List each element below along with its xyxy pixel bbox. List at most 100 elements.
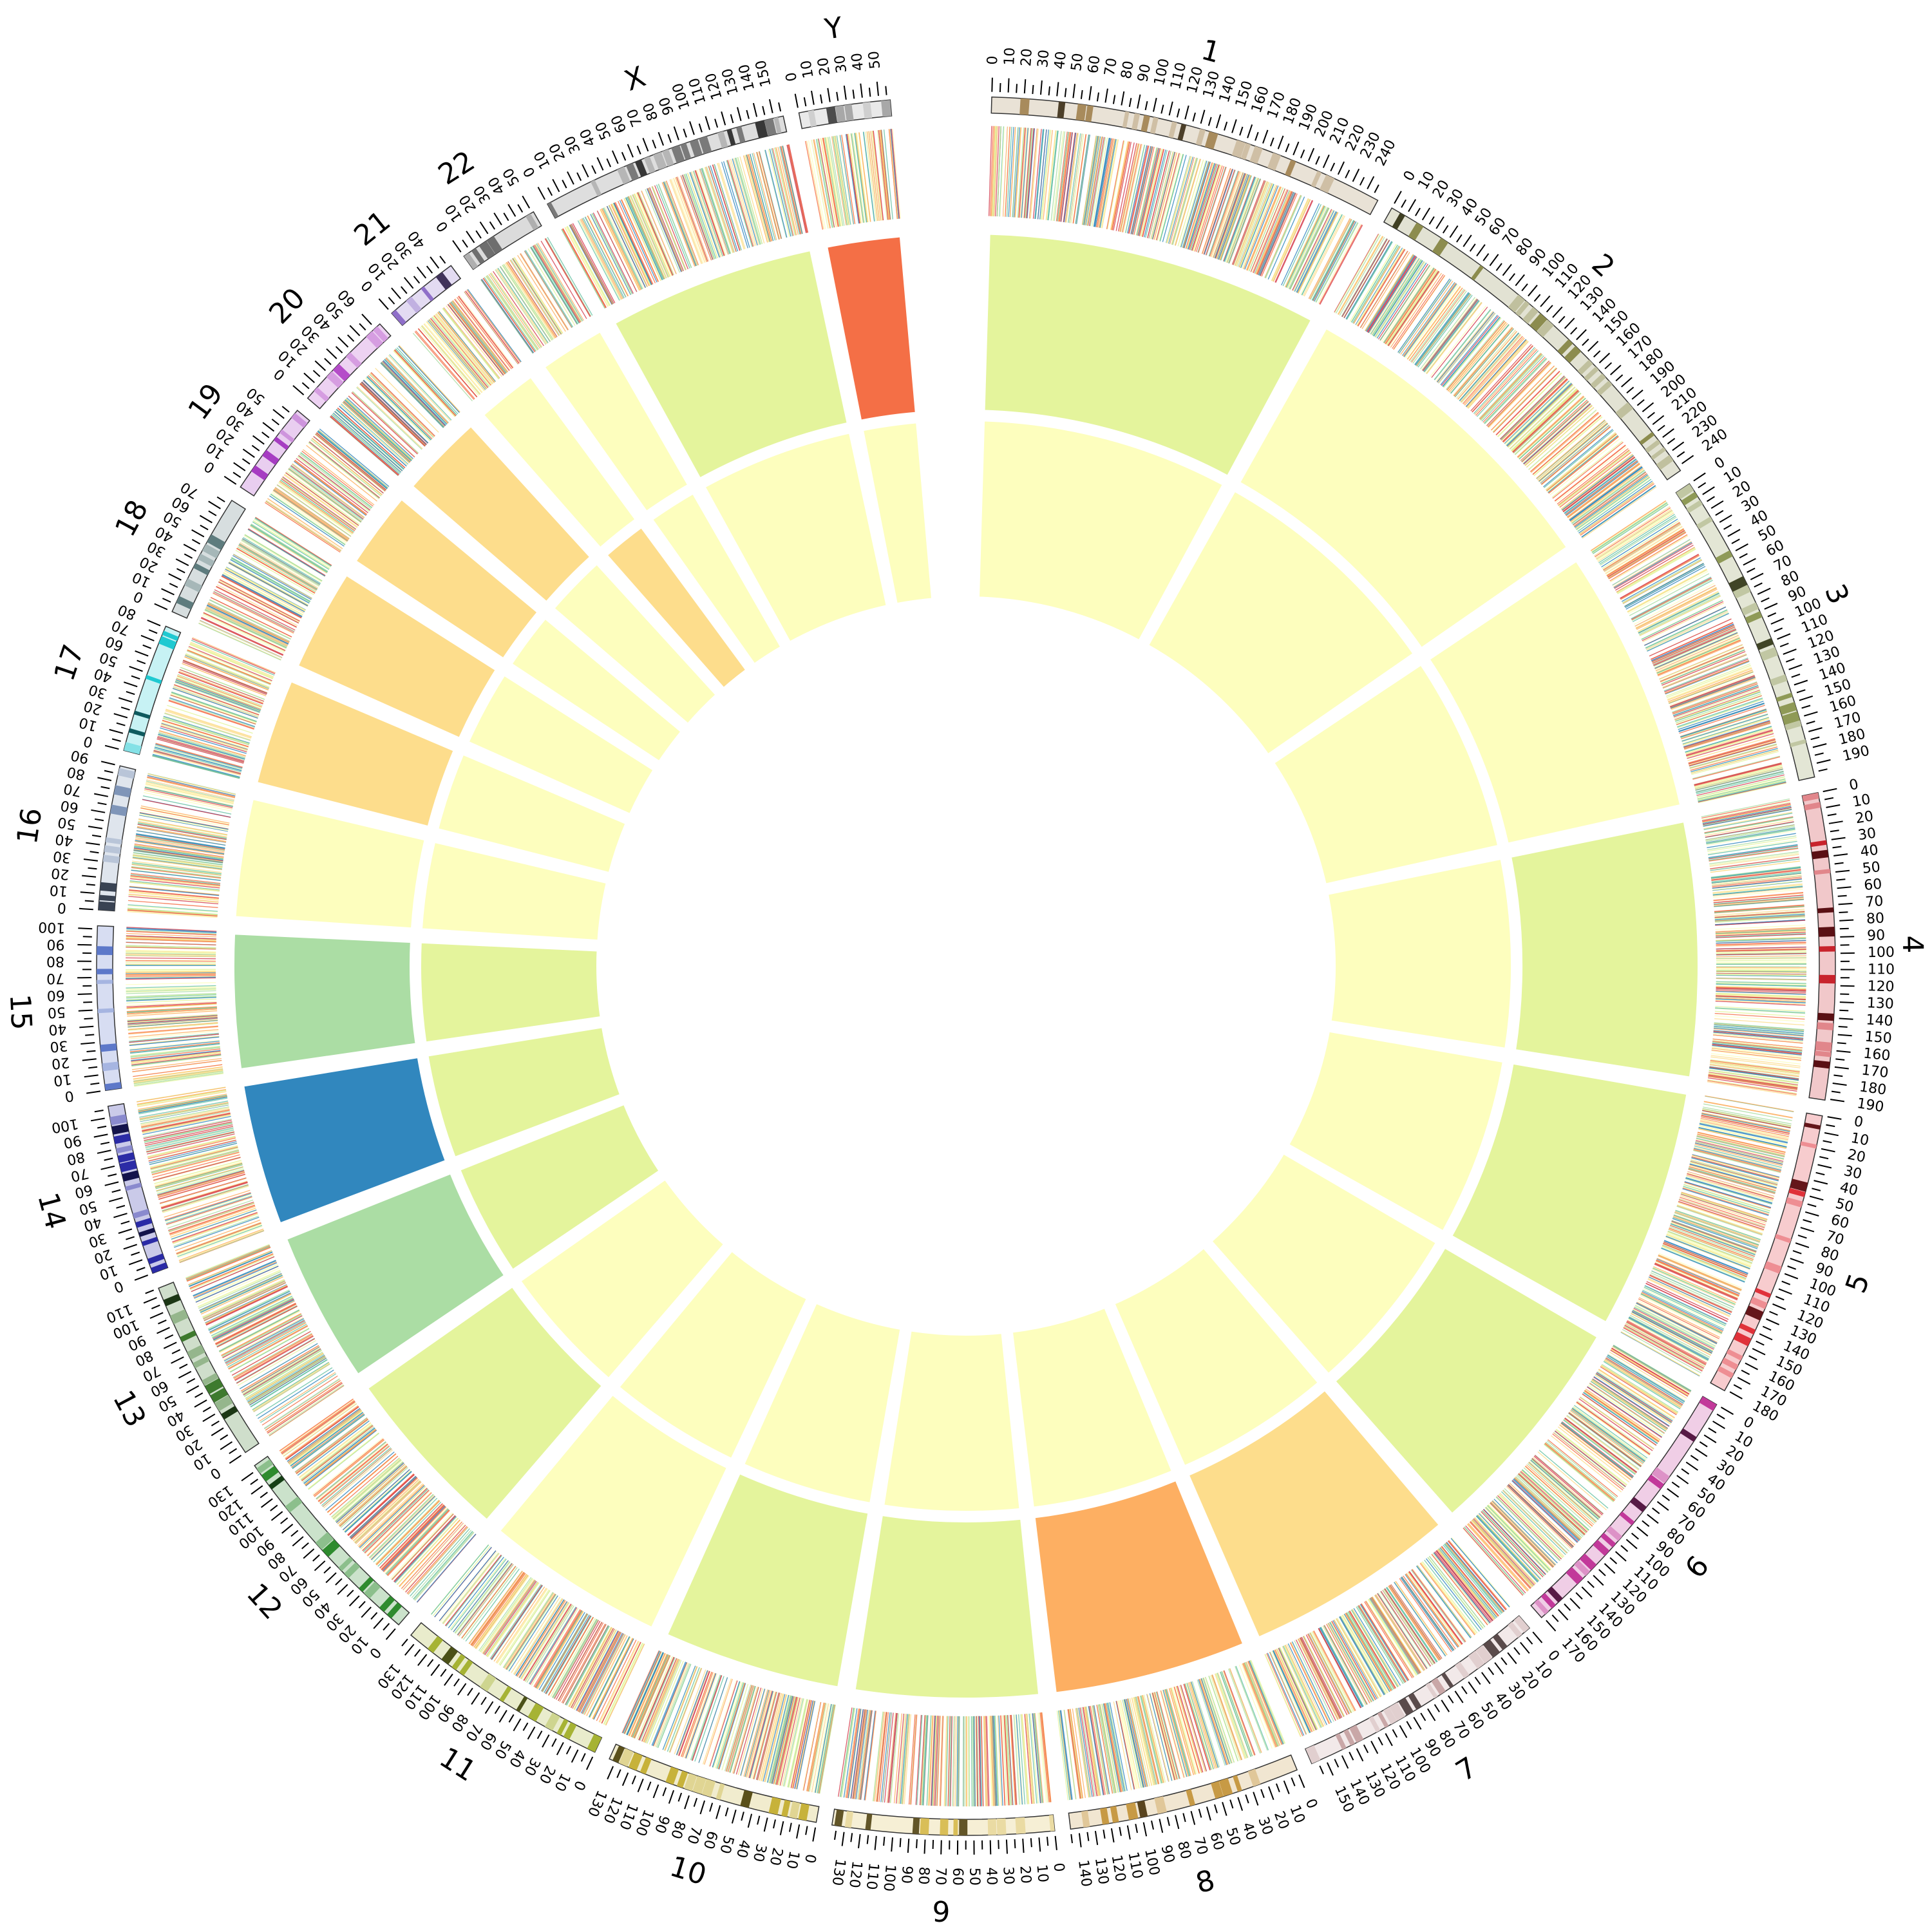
stripe-line bbox=[1690, 749, 1779, 773]
stripe-line bbox=[1509, 386, 1575, 450]
stripe-line bbox=[1323, 1625, 1367, 1705]
stripe-line bbox=[1138, 147, 1160, 236]
stripe-line bbox=[1687, 1171, 1775, 1197]
stripe-line bbox=[1653, 1267, 1736, 1305]
stripe-line bbox=[1388, 1585, 1441, 1661]
stripe-line bbox=[1699, 1122, 1788, 1143]
stripe-line bbox=[1490, 1502, 1554, 1567]
stripe-line bbox=[1448, 1540, 1508, 1610]
stripe-line bbox=[1285, 205, 1324, 287]
stripe-line bbox=[1563, 457, 1636, 513]
stripe-line bbox=[1676, 1206, 1763, 1236]
stripe-line bbox=[1427, 1557, 1484, 1629]
stripe-line bbox=[1495, 371, 1560, 436]
stripe-line bbox=[1697, 778, 1786, 800]
stripe-line bbox=[1151, 151, 1175, 240]
stripe-line bbox=[1519, 397, 1586, 460]
stripe-line bbox=[1716, 992, 1806, 997]
stripe-line bbox=[1628, 1317, 1709, 1361]
stripe-line bbox=[1281, 203, 1320, 286]
stripe-line bbox=[1090, 137, 1106, 227]
stripe-line bbox=[1449, 323, 1508, 393]
stripe-track bbox=[125, 126, 1807, 1807]
stripe-line bbox=[1482, 356, 1546, 423]
stripe-line bbox=[1644, 1285, 1727, 1325]
stripe-line bbox=[1182, 161, 1210, 249]
stripe-line bbox=[1708, 845, 1798, 859]
stripe-line bbox=[1070, 133, 1084, 223]
stripe-line bbox=[1583, 1392, 1658, 1444]
stripe-line bbox=[1701, 1114, 1790, 1133]
stripe-line bbox=[1416, 294, 1472, 367]
stripe-line bbox=[1345, 1613, 1392, 1692]
stripe-line bbox=[1356, 247, 1404, 326]
stripe-line bbox=[1417, 295, 1473, 368]
stripe-line bbox=[1710, 1059, 1800, 1072]
stripe-line bbox=[1662, 654, 1747, 689]
stripe-line bbox=[1471, 1520, 1533, 1587]
stripe-line bbox=[1405, 1573, 1459, 1647]
stripe-line bbox=[1629, 573, 1710, 616]
stripe-line bbox=[1189, 164, 1218, 251]
stripe-line bbox=[1018, 128, 1026, 218]
outer-heat-cell-15 bbox=[229, 929, 421, 1074]
stripe-line bbox=[1624, 1325, 1705, 1369]
stripe-line bbox=[1342, 1615, 1388, 1694]
stripe-line bbox=[1443, 317, 1502, 388]
stripe-line bbox=[1415, 292, 1470, 366]
stripe-line bbox=[1712, 886, 1803, 895]
stripe-line bbox=[1043, 129, 1053, 220]
stripe-line bbox=[1474, 348, 1537, 415]
stripe-line bbox=[1204, 169, 1234, 255]
stripe-line bbox=[1584, 1390, 1659, 1443]
stripe-line bbox=[1498, 1493, 1563, 1558]
stripe-line bbox=[1497, 1495, 1562, 1560]
stripe-line bbox=[1358, 1605, 1406, 1683]
stripe-line bbox=[1625, 1323, 1705, 1367]
stripe-line bbox=[1638, 1297, 1720, 1338]
stripe-line bbox=[1485, 1506, 1549, 1573]
stripe-line bbox=[1689, 1164, 1777, 1189]
stripe-line bbox=[1681, 711, 1767, 739]
stripe-line bbox=[1714, 1027, 1804, 1035]
stripe-line bbox=[1524, 1466, 1593, 1527]
stripe-line bbox=[1640, 1293, 1723, 1334]
stripe-line bbox=[1716, 931, 1806, 936]
stripe-line bbox=[1307, 1633, 1350, 1714]
stripe-line bbox=[1691, 751, 1779, 775]
outer-heat-cell-18 bbox=[292, 569, 502, 744]
stripe-line bbox=[1631, 576, 1712, 620]
stripe-line bbox=[1636, 1302, 1718, 1343]
stripe-line bbox=[1422, 1561, 1478, 1634]
stripe-line bbox=[1331, 1621, 1376, 1701]
stripe-line bbox=[1701, 798, 1790, 818]
stripe-line bbox=[1424, 301, 1481, 373]
stripe-line bbox=[1626, 1321, 1707, 1365]
stripe-line bbox=[1705, 819, 1794, 837]
stripe-line bbox=[1564, 1417, 1638, 1473]
stripe-line bbox=[1705, 821, 1794, 838]
stripe-line bbox=[1394, 1581, 1446, 1656]
stripe-line bbox=[988, 126, 992, 216]
stripe-line bbox=[1678, 1202, 1764, 1231]
stripe-line bbox=[1302, 214, 1343, 296]
stripe-line bbox=[1663, 1240, 1748, 1274]
stripe-line bbox=[1150, 151, 1174, 240]
stripe-line bbox=[1337, 236, 1383, 315]
stripe-line bbox=[1671, 1222, 1756, 1255]
stripe-line bbox=[1712, 1045, 1802, 1056]
stripe-line bbox=[1407, 1572, 1461, 1646]
stripe-line bbox=[1171, 157, 1197, 245]
stripe-line bbox=[1526, 406, 1595, 468]
stripe-line bbox=[1623, 1326, 1703, 1371]
stripe-line bbox=[1662, 1245, 1746, 1281]
stripe-line bbox=[1661, 1247, 1745, 1282]
stripe-line bbox=[1716, 987, 1806, 990]
stripe-line bbox=[1655, 634, 1739, 672]
stripe-line bbox=[1444, 1543, 1503, 1614]
stripe-line bbox=[1661, 1247, 1745, 1283]
stripe-line bbox=[1403, 283, 1457, 357]
stripe-line bbox=[1710, 1056, 1801, 1068]
stripe-line bbox=[1294, 1640, 1334, 1722]
stripe-line bbox=[1206, 169, 1236, 256]
